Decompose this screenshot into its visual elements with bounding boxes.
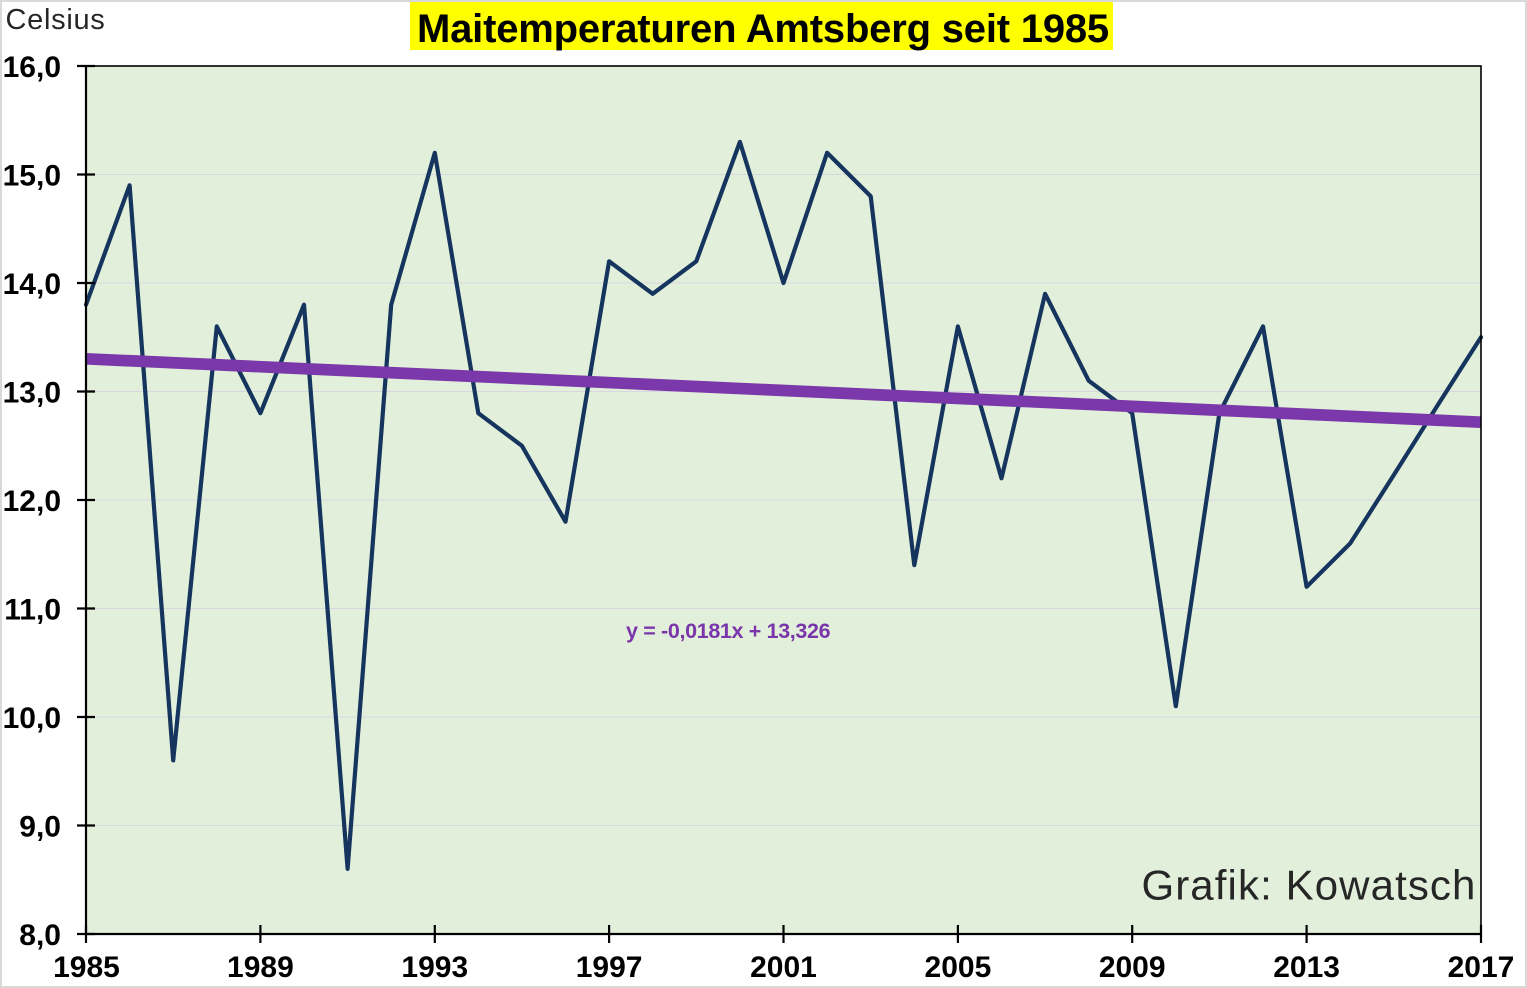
svg-text:8,0: 8,0: [19, 919, 61, 952]
svg-text:Maitemperaturen Amtsberg seit: Maitemperaturen Amtsberg seit 1985: [417, 7, 1109, 51]
svg-text:13,0: 13,0: [3, 376, 61, 409]
svg-text:2013: 2013: [1273, 951, 1340, 984]
svg-text:1997: 1997: [576, 951, 643, 984]
svg-text:2009: 2009: [1099, 951, 1166, 984]
svg-text:12,0: 12,0: [3, 485, 61, 518]
svg-text:Celsius: Celsius: [6, 4, 106, 36]
svg-text:1989: 1989: [227, 951, 294, 984]
svg-text:Grafik: Kowatsch: Grafik: Kowatsch: [1141, 862, 1476, 909]
svg-text:2017: 2017: [1448, 951, 1515, 984]
svg-text:y = -0,0181x + 13,326: y = -0,0181x + 13,326: [626, 619, 831, 643]
svg-text:10,0: 10,0: [3, 702, 61, 735]
svg-text:11,0: 11,0: [4, 593, 61, 626]
svg-text:15,0: 15,0: [3, 159, 61, 192]
svg-text:9,0: 9,0: [19, 810, 61, 843]
svg-text:14,0: 14,0: [3, 268, 61, 301]
svg-text:2001: 2001: [750, 951, 817, 984]
svg-text:1985: 1985: [53, 951, 120, 984]
svg-text:2005: 2005: [925, 951, 992, 984]
svg-text:16,0: 16,0: [3, 51, 61, 84]
svg-text:1993: 1993: [401, 951, 468, 984]
